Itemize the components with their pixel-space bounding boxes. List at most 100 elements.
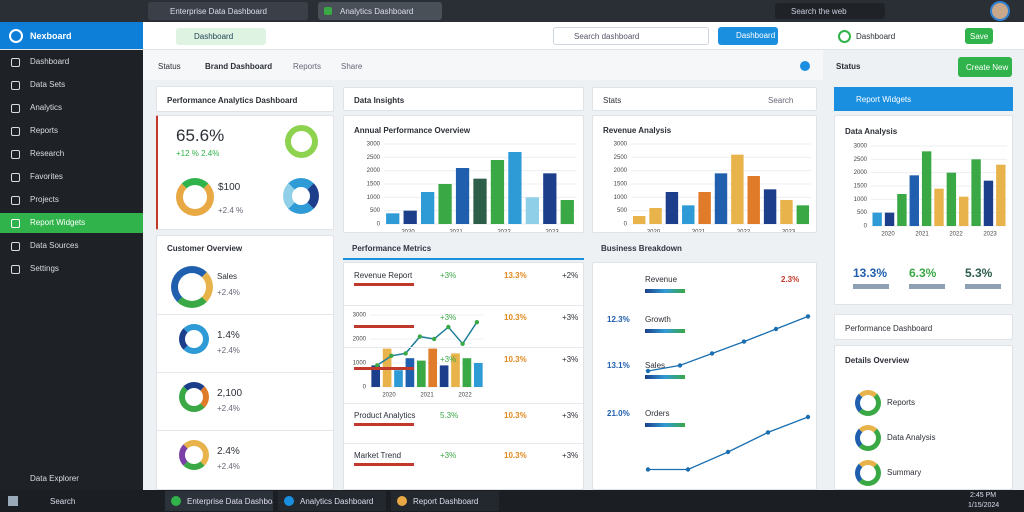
row-bar bbox=[354, 325, 414, 328]
x-tick-label: 2020 bbox=[881, 232, 895, 238]
trend-point bbox=[460, 341, 465, 346]
donut bbox=[171, 266, 213, 308]
divider bbox=[344, 347, 583, 348]
bar bbox=[451, 353, 460, 387]
taskbar-app[interactable]: Analytics Dashboard bbox=[278, 491, 386, 511]
crumb[interactable]: Reports bbox=[293, 62, 322, 71]
clock-time: 2:45 PM bbox=[970, 492, 997, 499]
tab[interactable]: Enterprise Data Dashboard bbox=[148, 2, 308, 20]
row-value: 10.3% bbox=[504, 313, 527, 322]
sidebar-item[interactable]: Dashboard bbox=[0, 52, 143, 72]
y-tick-label: 2000 bbox=[367, 168, 381, 174]
donut bbox=[179, 440, 209, 470]
bar bbox=[649, 208, 662, 224]
chip[interactable]: Dashboard bbox=[176, 28, 266, 45]
y-tick-label: 500 bbox=[617, 208, 628, 214]
kpi-bar bbox=[909, 284, 945, 289]
button[interactable]: Dashboard bbox=[718, 27, 778, 45]
sidebar-item[interactable]: Report Widgets bbox=[0, 213, 143, 233]
bar bbox=[731, 154, 744, 224]
sidebar-item[interactable]: Research bbox=[0, 144, 143, 164]
row-bar bbox=[354, 463, 414, 466]
bar bbox=[665, 192, 679, 224]
sidebar-item[interactable]: Data Sets bbox=[0, 75, 143, 95]
line-point bbox=[741, 339, 747, 344]
search-box[interactable]: Search dashboard bbox=[553, 27, 709, 45]
bar-chart: 0 500 1000 1500 2000 2500 3000 2020 2021 2022 2023 bbox=[854, 144, 1007, 238]
bar bbox=[921, 151, 932, 226]
save-button[interactable]: Save bbox=[965, 28, 993, 44]
crumb[interactable]: Share bbox=[341, 62, 363, 71]
brand[interactable]: Nexboard bbox=[0, 22, 143, 49]
panel-item: Reports bbox=[887, 398, 916, 407]
app-title: Analytics Dashboard bbox=[300, 497, 374, 506]
bar bbox=[872, 212, 882, 226]
trend-point bbox=[446, 324, 451, 330]
bar bbox=[971, 159, 981, 226]
play-icon[interactable] bbox=[838, 30, 851, 43]
taskbar-app[interactable]: Report Dashboard bbox=[391, 491, 499, 511]
donut bbox=[179, 382, 209, 412]
row-value: +3% bbox=[440, 451, 457, 460]
bar-text: Performance Dashboard bbox=[845, 324, 933, 333]
x-tick-label: 2023 bbox=[782, 230, 796, 233]
bar bbox=[946, 172, 957, 226]
card-title: Performance Analytics Dashboard bbox=[167, 96, 298, 105]
taskbar-app[interactable]: Enterprise Data Dashboard bbox=[165, 491, 273, 511]
sidebar-item[interactable]: Reports bbox=[0, 121, 143, 141]
panel-card: Details Overview Reports Data Analysis Summ… bbox=[834, 345, 1013, 490]
x-tick-label: 2022 bbox=[737, 230, 751, 233]
trend-point bbox=[389, 353, 394, 358]
sidebar-item[interactable]: Projects bbox=[0, 190, 143, 210]
sidebar-item[interactable]: Analytics bbox=[0, 98, 143, 118]
x-tick-label: 2023 bbox=[545, 230, 559, 233]
bar bbox=[473, 363, 483, 387]
chip-text: Dashboard bbox=[194, 32, 234, 41]
bar bbox=[439, 365, 449, 387]
metrics-card: 0 1000 2000 3000 2020 2021 2022 Revenue Report… bbox=[343, 262, 584, 490]
avatar[interactable] bbox=[990, 1, 1010, 21]
start-button[interactable] bbox=[8, 496, 18, 506]
action-text[interactable]: Dashboard bbox=[856, 32, 896, 41]
chart-title: Annual Performance Overview bbox=[354, 126, 471, 135]
sidebar-item[interactable]: Settings bbox=[0, 259, 143, 279]
search-label[interactable]: Search bbox=[768, 96, 794, 105]
clock-date: 1/15/2024 bbox=[968, 502, 1000, 509]
row-label: Product Analytics bbox=[354, 411, 416, 420]
y-tick-label: 3000 bbox=[614, 142, 628, 148]
chart-card: Data Analysis 0 500 1000 1500 2000 2500 3000 20… bbox=[834, 115, 1013, 305]
crumb[interactable]: Status bbox=[158, 62, 181, 71]
bar bbox=[714, 173, 728, 224]
breadcrumb-bar: Status Brand Dashboard Reports Share bbox=[143, 50, 823, 80]
crumb[interactable]: Brand Dashboard bbox=[205, 62, 273, 71]
row-value: 13.3% bbox=[504, 271, 527, 280]
y-tick-label: 3000 bbox=[854, 144, 868, 150]
line-point bbox=[725, 449, 731, 455]
right-title: Status bbox=[836, 62, 861, 71]
bar bbox=[371, 365, 381, 387]
tab[interactable]: Analytics Dashboard bbox=[318, 2, 442, 20]
row-bar bbox=[354, 423, 414, 426]
trend-point bbox=[403, 351, 408, 356]
y-tick-label: 1000 bbox=[367, 195, 381, 201]
row-value: +3% bbox=[440, 313, 457, 322]
notify-icon[interactable] bbox=[800, 61, 810, 71]
sidebar-item[interactable]: Favorites bbox=[0, 167, 143, 187]
line bbox=[647, 315, 809, 372]
line-chart bbox=[645, 314, 811, 374]
create-button[interactable]: Create New bbox=[958, 57, 1012, 77]
taskbar-search[interactable]: Search bbox=[50, 497, 76, 506]
x-tick-label: 2022 bbox=[497, 230, 511, 233]
sidebar-footer[interactable]: Data Explorer bbox=[30, 474, 79, 483]
trend-point bbox=[374, 363, 380, 368]
list-title: Sales bbox=[217, 272, 238, 281]
y-tick-label: 0 bbox=[864, 224, 868, 230]
sidebar-icon bbox=[11, 219, 20, 228]
web-search[interactable]: Search the web bbox=[775, 3, 885, 19]
sidebar-item[interactable]: Data Sources bbox=[0, 236, 143, 256]
create-text: Create New bbox=[966, 63, 1009, 72]
app-icon bbox=[397, 496, 407, 506]
row-value: +3% bbox=[562, 355, 579, 364]
sidebar-icon bbox=[11, 150, 20, 159]
